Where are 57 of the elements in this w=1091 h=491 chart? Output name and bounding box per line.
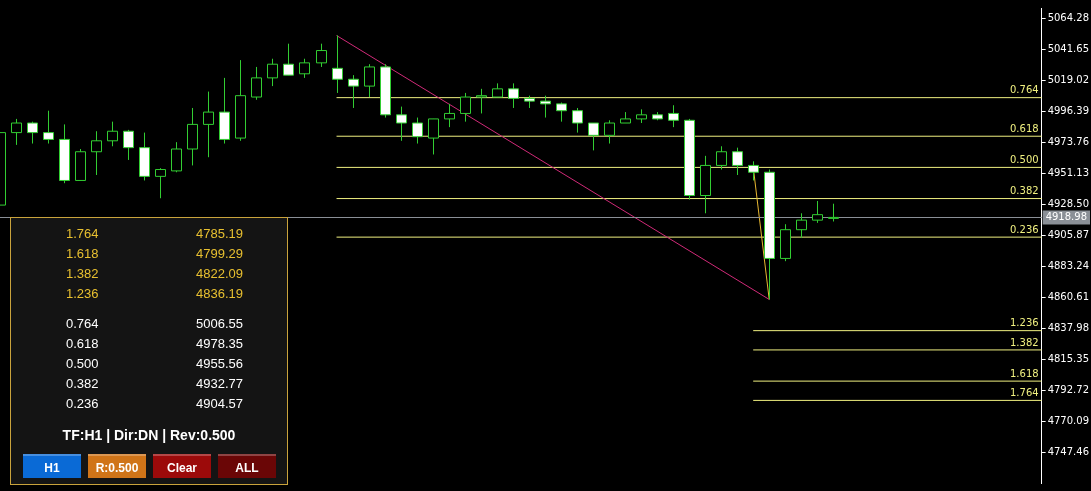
- y-tick-label: 4996.39: [1047, 105, 1090, 117]
- annotation: 0.618: [66, 336, 99, 351]
- y-tick-label: 5019.02: [1047, 74, 1090, 86]
- candlestick: [716, 145, 727, 171]
- candlestick: [508, 82, 519, 109]
- button[interactable]: Clear: [153, 454, 211, 478]
- candlestick: [428, 118, 439, 155]
- y-tick-label: 4815.35: [1047, 352, 1090, 364]
- annotation: TF:H1 | Dir:DN | Rev:0.500: [61, 427, 237, 443]
- series-label: 0.764: [1010, 84, 1039, 96]
- annotation: 4932.77: [196, 376, 243, 391]
- ref-line-label: 4918.98: [1045, 211, 1088, 223]
- candlestick: [812, 200, 823, 224]
- series-label: 1.764: [1010, 387, 1039, 398]
- candlestick: [364, 63, 375, 98]
- candlestick: [251, 66, 262, 101]
- annotation: 1.382: [66, 266, 99, 281]
- annotation: 4785.19: [196, 226, 243, 241]
- y-tick-label: 4905.87: [1047, 228, 1090, 240]
- candlestick: [732, 147, 743, 176]
- series-label: 0.500: [1010, 153, 1039, 165]
- series-label: 1.236: [1010, 317, 1039, 329]
- y-tick-label: 4747.46: [1047, 445, 1090, 457]
- annotation: 1.618: [66, 246, 99, 261]
- series-label: 0.382: [1010, 185, 1039, 197]
- annotation: 4978.35: [196, 336, 243, 351]
- annotation: 4904.57: [196, 396, 243, 411]
- annotation: 4836.19: [196, 286, 243, 301]
- annotation: 0.764: [66, 316, 99, 331]
- button[interactable]: ALL: [218, 454, 276, 478]
- series-label: 0.236: [1010, 223, 1039, 235]
- series-label: 1.618: [1010, 367, 1039, 379]
- y-tick-label: 4860.61: [1047, 290, 1090, 302]
- y-tick-label: 4837.98: [1047, 321, 1090, 333]
- y-tick-label: 4770.09: [1047, 414, 1090, 426]
- annotation: 1.764: [66, 226, 99, 241]
- y-tick-label: 4973.76: [1047, 136, 1090, 148]
- annotation: 5006.55: [196, 316, 243, 331]
- y-tick-label: 4883.24: [1047, 259, 1090, 271]
- annotation: 0.382: [66, 376, 99, 391]
- series-label: 1.382: [1010, 336, 1039, 348]
- annotation: 4799.29: [196, 246, 243, 261]
- series-label: 0.618: [1010, 122, 1039, 134]
- candlestick: [476, 88, 487, 114]
- annotation: 4955.56: [196, 356, 243, 371]
- annotation: 1.236: [66, 286, 99, 301]
- annotation: 0.500: [66, 356, 99, 371]
- candlestick: [155, 167, 166, 199]
- annotation: 4822.09: [196, 266, 243, 281]
- y-tick-label: 5064.28: [1047, 12, 1090, 24]
- candlestick: [43, 110, 54, 145]
- y-tick-label: 4792.72: [1047, 383, 1090, 395]
- y-tick-label: 4951.13: [1047, 167, 1090, 179]
- y-tick-label: 4928.50: [1047, 197, 1090, 209]
- y-tick-label: 5041.65: [1047, 43, 1090, 55]
- button[interactable]: H1: [23, 454, 81, 478]
- annotation: 0.236: [66, 396, 99, 411]
